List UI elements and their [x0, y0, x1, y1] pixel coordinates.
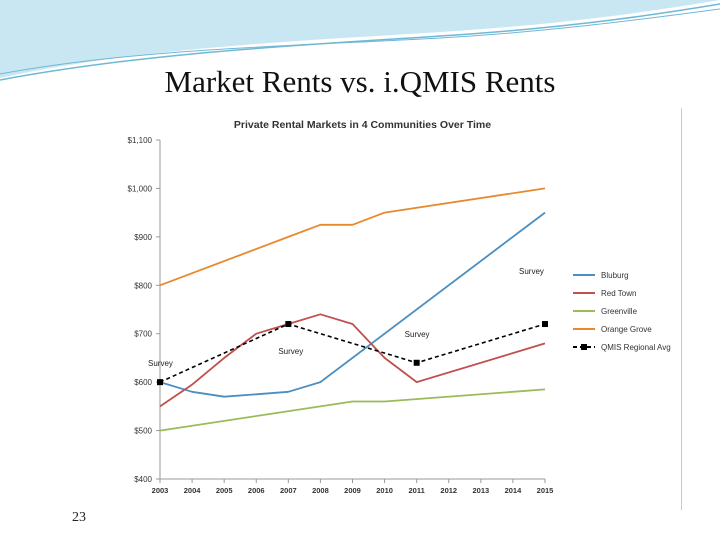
x-tick-label: 2004 — [184, 486, 202, 495]
y-tick-label: $700 — [134, 330, 152, 339]
x-tick-label: 2011 — [409, 486, 425, 495]
legend-label: Orange Grove — [601, 325, 652, 334]
data-point-marker — [157, 379, 163, 386]
x-tick-label: 2010 — [376, 486, 393, 495]
y-tick-label: $400 — [134, 475, 152, 484]
survey-annotation: Survey — [278, 347, 303, 356]
y-tick-label: $600 — [134, 378, 152, 387]
series-line-greenville — [159, 388, 546, 432]
legend-marker — [581, 344, 587, 350]
y-tick-label: $1,100 — [128, 136, 153, 145]
swoosh-fill — [0, 0, 720, 78]
swoosh-line — [0, 8, 720, 75]
x-tick-label: 2008 — [312, 486, 329, 495]
y-tick-label: $500 — [134, 427, 152, 436]
x-tick-label: 2005 — [216, 486, 233, 495]
chart-panel: Private Rental Markets in 4 Communities … — [103, 108, 682, 510]
swoosh-line — [0, 3, 720, 81]
data-point-marker — [542, 321, 548, 328]
series-line-bluburg — [159, 211, 546, 398]
survey-annotation: Survey — [519, 267, 544, 276]
data-point-marker — [413, 359, 420, 366]
legend-label: Bluburg — [601, 271, 629, 280]
page-number: 23 — [72, 510, 86, 525]
legend-label: Greenville — [601, 307, 638, 316]
x-tick-label: 2009 — [344, 486, 361, 495]
line-chart: Private Rental Markets in 4 Communities … — [128, 119, 671, 495]
y-tick-label: $1,000 — [128, 184, 153, 193]
series-line-red-town — [159, 313, 546, 408]
x-tick-label: 2014 — [505, 486, 523, 495]
x-tick-label: 2006 — [248, 486, 265, 495]
slide-title: Market Rents vs. i.QMIS Rents — [164, 64, 556, 99]
x-tick-label: 2015 — [537, 486, 554, 495]
survey-annotation: Survey — [148, 359, 173, 368]
x-tick-label: 2003 — [152, 486, 169, 495]
decorative-header-swoosh — [0, 0, 720, 81]
data-point-marker — [285, 321, 292, 328]
x-tick-label: 2007 — [280, 486, 297, 495]
legend-label: QMIS Regional Avg — [601, 343, 671, 352]
chart-title: Private Rental Markets in 4 Communities … — [234, 119, 491, 131]
y-tick-label: $800 — [134, 281, 152, 290]
y-tick-label: $900 — [134, 233, 152, 242]
legend-label: Red Town — [601, 289, 636, 298]
survey-annotation: Survey — [405, 330, 430, 339]
series-line-qmis-regional-avg — [159, 323, 546, 383]
series-line-orange-grove — [159, 187, 546, 287]
x-tick-label: 2012 — [440, 486, 457, 495]
x-tick-label: 2013 — [472, 486, 489, 495]
